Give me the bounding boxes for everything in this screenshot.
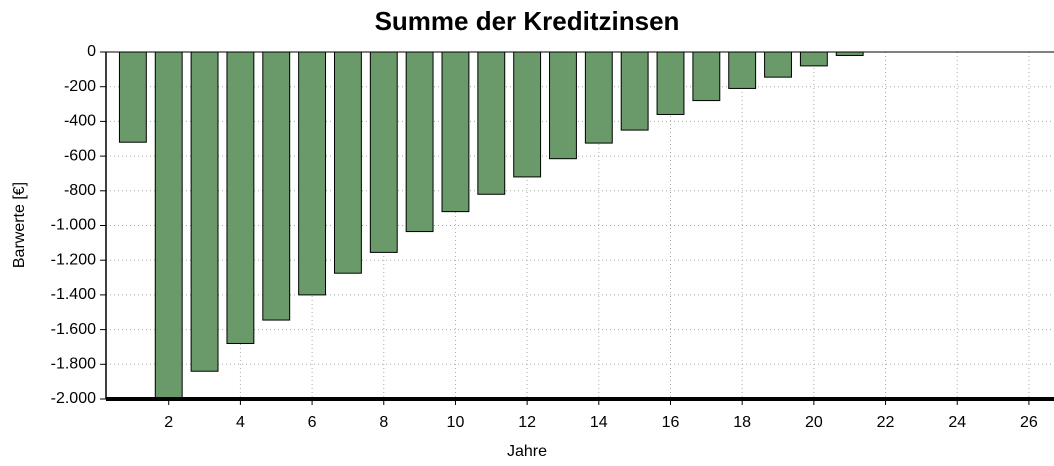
y-tick-label: -600 bbox=[64, 147, 96, 164]
x-tick-label: 8 bbox=[379, 414, 388, 431]
x-tick-label: 10 bbox=[447, 414, 465, 431]
bar bbox=[656, 51, 685, 115]
x-tick-label: 16 bbox=[662, 414, 680, 431]
x-tick-label: 20 bbox=[805, 414, 823, 431]
bar bbox=[298, 51, 327, 296]
y-tick-label: -1.600 bbox=[51, 321, 96, 338]
x-tick-label: 14 bbox=[590, 414, 608, 431]
x-axis-label: Jahre bbox=[507, 443, 547, 460]
bar bbox=[405, 51, 434, 233]
bar bbox=[728, 51, 757, 89]
bar bbox=[441, 51, 470, 213]
x-tick-label: 6 bbox=[308, 414, 317, 431]
bar bbox=[549, 51, 577, 160]
bar bbox=[226, 51, 255, 344]
y-tick-label: -1.400 bbox=[51, 286, 96, 303]
y-tick-label: -800 bbox=[64, 182, 96, 199]
y-tick-label: -1.200 bbox=[51, 251, 96, 268]
y-tick-label: -1.800 bbox=[51, 356, 96, 373]
y-tick-label: 0 bbox=[87, 43, 96, 60]
bar bbox=[369, 51, 398, 253]
bar bbox=[620, 51, 649, 131]
y-tick-label: -1.000 bbox=[51, 217, 96, 234]
bar bbox=[584, 51, 613, 144]
bar bbox=[118, 51, 147, 143]
y-tick-label: -200 bbox=[64, 78, 96, 95]
bar bbox=[799, 51, 828, 67]
y-axis-label: Barwerte [€] bbox=[11, 182, 28, 268]
bar bbox=[262, 51, 291, 321]
x-tick-label: 4 bbox=[236, 414, 245, 431]
x-tick-label: 2 bbox=[164, 414, 173, 431]
y-tick-label: -400 bbox=[64, 113, 96, 130]
bar bbox=[764, 51, 792, 78]
bar bbox=[154, 51, 183, 400]
bar bbox=[513, 51, 542, 178]
bar bbox=[692, 51, 721, 102]
bar bbox=[333, 51, 362, 274]
x-tick-label: 18 bbox=[733, 414, 751, 431]
x-tick-label: 12 bbox=[518, 414, 536, 431]
x-tick-label: 24 bbox=[948, 414, 966, 431]
bar bbox=[477, 51, 506, 195]
bar bbox=[835, 51, 864, 56]
x-tick-label: 22 bbox=[877, 414, 895, 431]
y-tick-label: -2.000 bbox=[51, 390, 96, 407]
bar bbox=[190, 51, 219, 372]
chart-title: Summe der Kreditzinsen bbox=[375, 6, 680, 36]
x-tick-label: 26 bbox=[1020, 414, 1038, 431]
